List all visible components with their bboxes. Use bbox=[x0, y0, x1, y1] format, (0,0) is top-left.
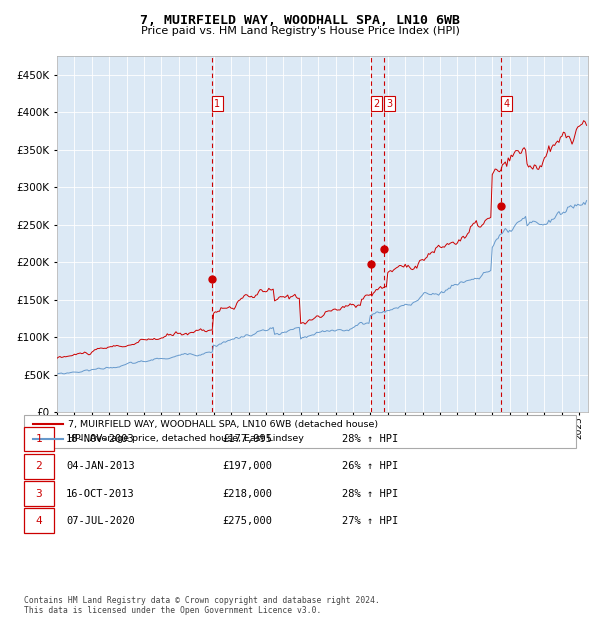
Text: 26% ↑ HPI: 26% ↑ HPI bbox=[342, 461, 398, 471]
Text: 3: 3 bbox=[35, 489, 43, 498]
Text: HPI: Average price, detached house, East Lindsey: HPI: Average price, detached house, East… bbox=[68, 435, 304, 443]
Text: 04-JAN-2013: 04-JAN-2013 bbox=[66, 461, 135, 471]
Text: 18-NOV-2003: 18-NOV-2003 bbox=[66, 434, 135, 444]
Text: 16-OCT-2013: 16-OCT-2013 bbox=[66, 489, 135, 498]
Text: 4: 4 bbox=[504, 99, 510, 109]
Text: 07-JUL-2020: 07-JUL-2020 bbox=[66, 516, 135, 526]
Text: 27% ↑ HPI: 27% ↑ HPI bbox=[342, 516, 398, 526]
Text: 1: 1 bbox=[35, 434, 43, 444]
Text: Price paid vs. HM Land Registry's House Price Index (HPI): Price paid vs. HM Land Registry's House … bbox=[140, 26, 460, 36]
Text: 7, MUIRFIELD WAY, WOODHALL SPA, LN10 6WB: 7, MUIRFIELD WAY, WOODHALL SPA, LN10 6WB bbox=[140, 14, 460, 27]
Text: £177,995: £177,995 bbox=[222, 434, 272, 444]
Text: 2: 2 bbox=[35, 461, 43, 471]
Text: 2: 2 bbox=[373, 99, 380, 109]
Text: £275,000: £275,000 bbox=[222, 516, 272, 526]
Text: 28% ↑ HPI: 28% ↑ HPI bbox=[342, 489, 398, 498]
Text: 3: 3 bbox=[387, 99, 393, 109]
Text: 7, MUIRFIELD WAY, WOODHALL SPA, LN10 6WB (detached house): 7, MUIRFIELD WAY, WOODHALL SPA, LN10 6WB… bbox=[68, 420, 378, 428]
Text: Contains HM Land Registry data © Crown copyright and database right 2024.
This d: Contains HM Land Registry data © Crown c… bbox=[24, 596, 380, 615]
Text: £218,000: £218,000 bbox=[222, 489, 272, 498]
Text: 4: 4 bbox=[35, 516, 43, 526]
Text: £197,000: £197,000 bbox=[222, 461, 272, 471]
Text: 1: 1 bbox=[214, 99, 220, 109]
Text: 28% ↑ HPI: 28% ↑ HPI bbox=[342, 434, 398, 444]
